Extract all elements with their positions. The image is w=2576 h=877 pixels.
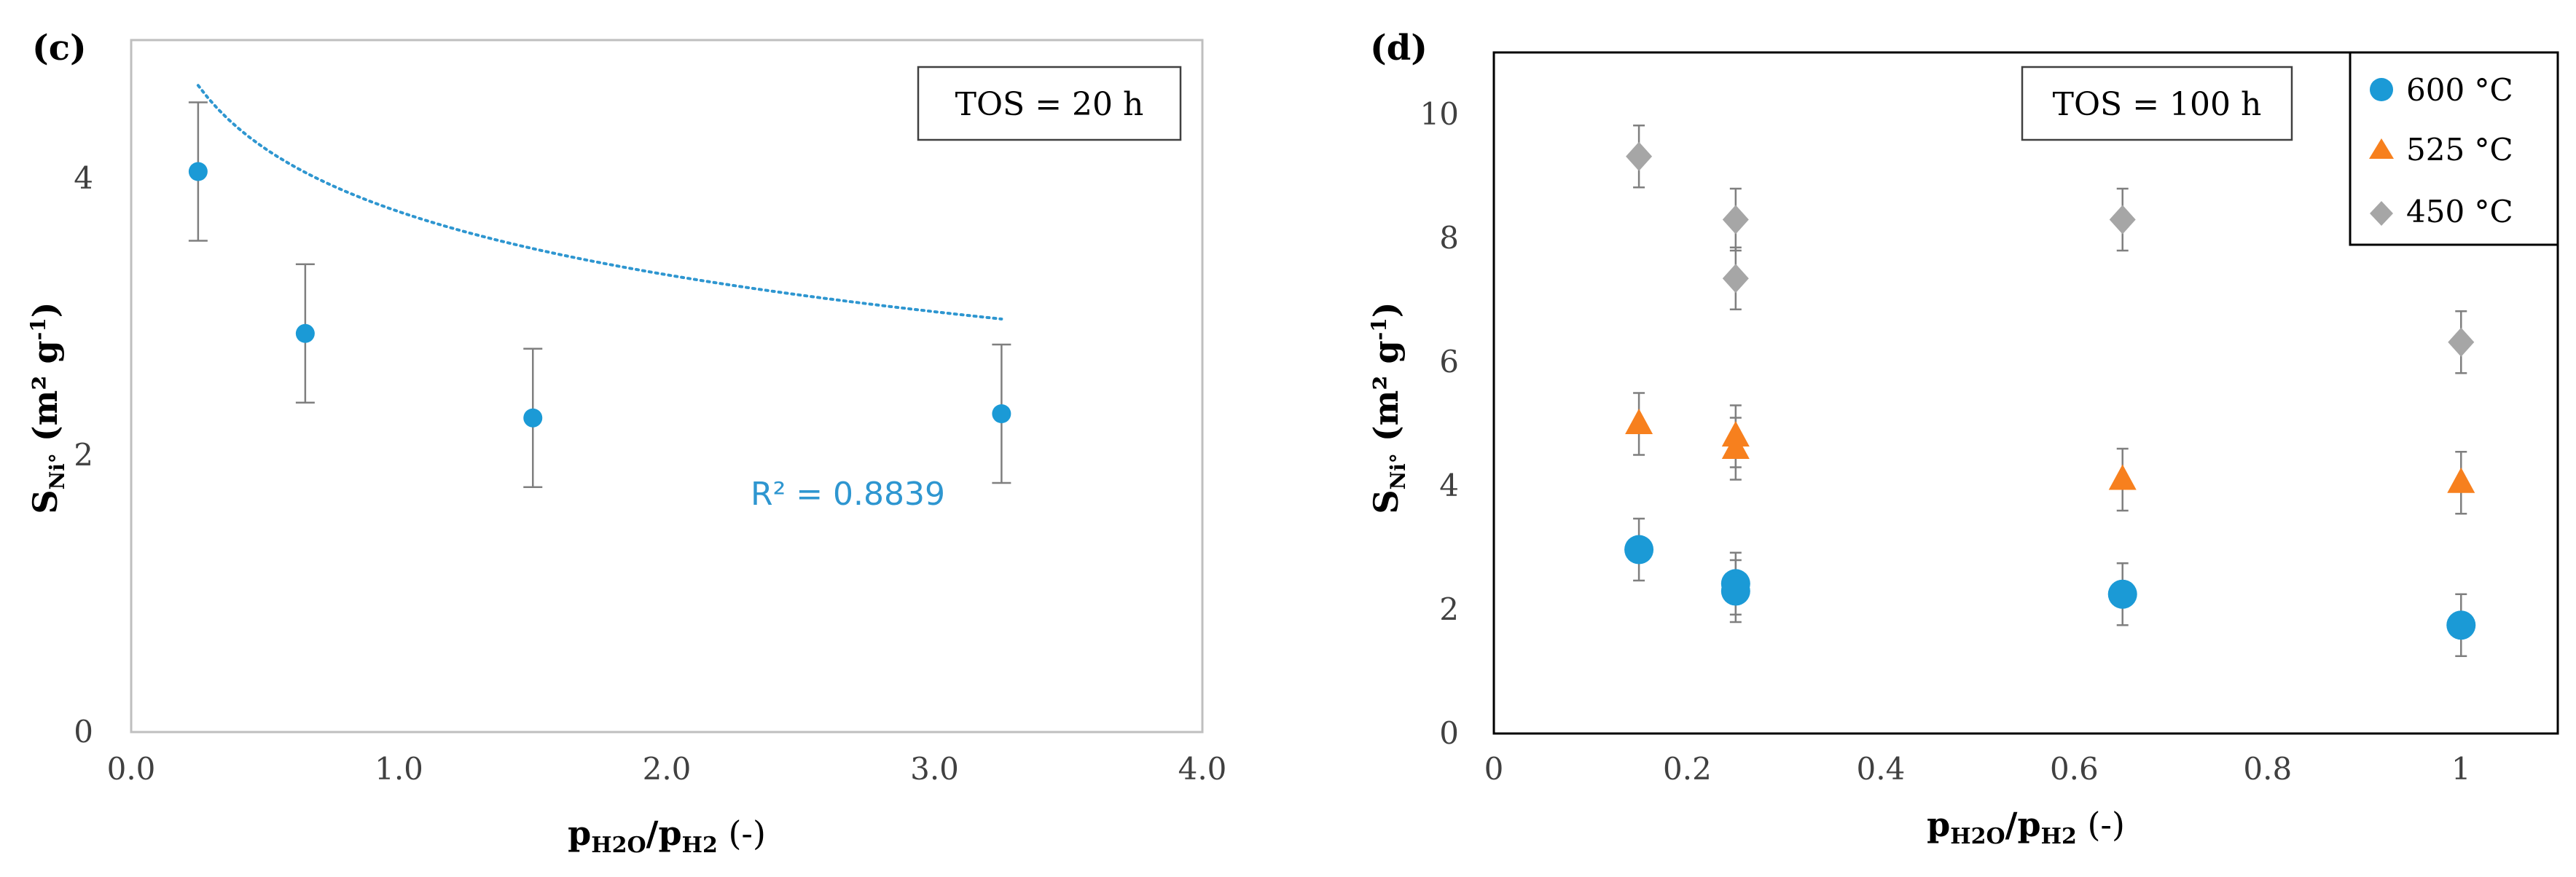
data-point-diamond <box>2448 327 2475 357</box>
data-point-circle <box>2107 579 2137 609</box>
x-title-sub2: H2 <box>2041 824 2077 849</box>
data-point-circle <box>1624 535 1654 565</box>
x-title-main: p <box>1927 805 1950 844</box>
trendline-path <box>196 84 1003 320</box>
x-title-sub1: H2O <box>591 833 646 858</box>
data-marks-c <box>188 101 1011 488</box>
y-tick-label-d: 6 <box>1439 344 1459 379</box>
tick-labels-c: 0.0 1.0 2.0 3.0 4.0 0 2 4 <box>74 160 1226 787</box>
plot-area-d <box>1492 51 2559 735</box>
y-tick-label-c: 2 <box>74 437 93 473</box>
panel-label-c: (c) <box>32 28 87 68</box>
r-squared-label: R² = 0.8839 <box>751 476 945 513</box>
x-tick-label-c: 1.0 <box>375 751 423 787</box>
y-axis-title-d: SNi° (m² g-1) <box>1366 302 1410 514</box>
x-title-sub1: H2O <box>1950 824 2005 849</box>
x-tick-label-d: 0.2 <box>1663 751 1712 787</box>
y-title-main: S <box>1366 489 1406 514</box>
data-point <box>295 323 315 343</box>
annotation-box-d <box>2021 66 2293 141</box>
y-tick-label-d: 10 <box>1420 96 1459 132</box>
data-point <box>188 162 208 181</box>
data-point-diamond <box>1722 205 1749 235</box>
chart-panel-c: (c) 0.0 1.0 2.0 3.0 4.0 0 2 4 pH2O/pH2 (… <box>26 28 1226 858</box>
data-point-triangle <box>2108 464 2137 490</box>
x-axis-title-d: pH2O/pH2 (-) <box>1927 805 2125 849</box>
y-tick-label-d: 0 <box>1439 715 1459 751</box>
x-title-mid: /p <box>646 814 682 853</box>
y-tick-label-c: 4 <box>74 160 93 196</box>
y-title-main: S <box>26 489 65 514</box>
y-title-close: ) <box>1366 302 1406 318</box>
legend-label-525: 525 °C <box>2406 132 2513 168</box>
data-point <box>992 404 1011 423</box>
data-marks-d <box>1624 125 2476 657</box>
legend-label-450: 450 °C <box>2406 194 2513 229</box>
data-point-diamond <box>1722 264 1749 294</box>
trendline-c <box>196 84 1003 320</box>
tick-labels-d: 0 0.2 0.4 0.6 0.8 1 0 2 4 6 8 10 <box>1420 96 2471 787</box>
x-tick-label-d: 0.6 <box>2050 751 2099 787</box>
y-title-sub: Ni° <box>1386 453 1410 489</box>
x-title-tail: (-) <box>2077 805 2125 844</box>
x-title-sub2: H2 <box>682 833 718 858</box>
legend-marker-600 <box>2370 78 2393 101</box>
x-tick-label-c: 3.0 <box>910 751 959 787</box>
x-title-main: p <box>568 814 591 853</box>
y-axis-title-c: SNi° (m² g-1) <box>26 302 69 514</box>
y-title-unit: (m² g <box>1366 340 1406 453</box>
legend-label-600: 600 °C <box>2406 72 2513 108</box>
data-point-diamond <box>1626 141 1653 171</box>
panel-label-d: (d) <box>1370 28 1428 68</box>
y-title-unit: (m² g <box>26 340 65 453</box>
annotation-text-d: TOS = 100 h <box>2053 86 2262 123</box>
legend-marker-450 <box>2370 201 2393 226</box>
x-axis-title-c: pH2O/pH2 (-) <box>568 814 766 858</box>
x-tick-label-c: 4.0 <box>1178 751 1227 787</box>
y-title-sup: -1 <box>1367 318 1391 340</box>
y-tick-label-d: 8 <box>1439 220 1459 256</box>
x-title-tail: (-) <box>718 814 766 853</box>
y-tick-label-c: 0 <box>74 714 93 750</box>
data-point-triangle <box>1721 433 1750 459</box>
annotation-box-c <box>917 66 1182 141</box>
data-point <box>523 408 543 428</box>
chart-panel-d: (d) 0 0.2 0.4 0.6 0.8 1 0 2 4 6 8 10 pH2… <box>1366 28 2559 849</box>
y-title-sub: Ni° <box>45 453 69 489</box>
x-tick-label-d: 1 <box>2451 751 2471 787</box>
x-tick-label-d: 0 <box>1484 751 1504 787</box>
plot-area-c <box>130 39 1204 734</box>
x-tick-label-c: 0.0 <box>107 751 156 787</box>
y-tick-label-d: 2 <box>1439 591 1459 627</box>
data-point-circle <box>2446 610 2476 640</box>
y-title-sup: -1 <box>26 318 50 340</box>
x-tick-label-d: 0.4 <box>1857 751 1906 787</box>
data-point-triangle <box>2447 467 2475 493</box>
x-tick-label-d: 0.8 <box>2243 751 2292 787</box>
legend-marker-525 <box>2369 138 2394 159</box>
x-title-mid: /p <box>2005 805 2041 844</box>
annotation-text-c: TOS = 20 h <box>955 86 1144 123</box>
data-point-circle <box>1720 576 1750 606</box>
data-point-diamond <box>2109 205 2136 235</box>
data-point-triangle <box>1625 409 1653 434</box>
x-tick-label-c: 2.0 <box>643 751 692 787</box>
y-tick-label-d: 4 <box>1439 468 1459 503</box>
legend-d: 600 °C 525 °C 450 °C <box>2349 51 2559 246</box>
y-title-close: ) <box>26 302 65 318</box>
